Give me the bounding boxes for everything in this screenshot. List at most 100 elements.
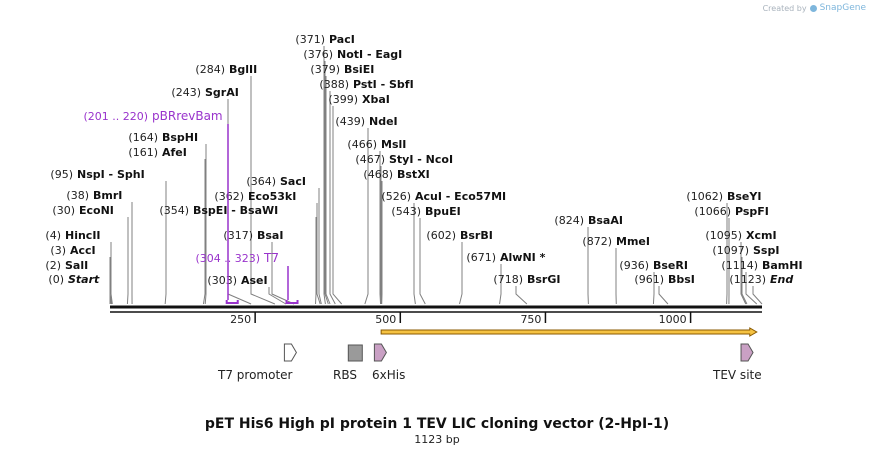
site-position-33: (936)	[619, 259, 649, 272]
primer-bracket-2	[285, 300, 299, 304]
site-line-30	[515, 286, 528, 305]
scale-label-1: 250	[230, 313, 251, 326]
site-line-7	[164, 181, 167, 305]
site-name-2: SalI	[65, 259, 88, 272]
site-position-3: (3)	[50, 244, 66, 257]
site-position-11: (284)	[195, 63, 225, 76]
site-position-8: (161)	[128, 146, 158, 159]
site-name-16: SacI	[280, 175, 306, 188]
site-line-15	[316, 203, 321, 305]
scale-label-4: 1000	[659, 313, 687, 326]
site-name-4: HincII	[65, 229, 101, 242]
site-name-29: AlwNI *	[500, 251, 546, 264]
site-name-32: MmeI	[616, 235, 650, 248]
site-position-30: (718)	[493, 273, 523, 286]
site-name-1: Start	[68, 273, 100, 286]
site-name-25: BstXI	[397, 168, 430, 181]
site-line-27	[419, 218, 426, 305]
site-name-7: NspI - SphI	[77, 168, 145, 181]
feature-arrow-3	[373, 343, 387, 362]
site-name-18: NotI - EagI	[337, 48, 402, 61]
site-name-8: AfeI	[162, 146, 187, 159]
site-position-38: (1097)	[712, 244, 749, 257]
site-name-9: BspHI	[162, 131, 198, 144]
credit-prefix: Created by	[762, 3, 807, 13]
site-position-2: (2)	[45, 259, 61, 272]
site-line-19	[325, 76, 331, 305]
feature-label-1: T7 promoter	[217, 368, 293, 382]
site-position-22: (439)	[335, 115, 365, 128]
site-name-19: BsiEI	[344, 63, 374, 76]
site-name-38: SspI	[753, 244, 779, 257]
site-position-5: (30)	[52, 204, 75, 217]
site-name-35: BseYI	[727, 190, 761, 203]
primer-name-1: pBRrevBam	[152, 109, 223, 123]
site-position-29: (671)	[466, 251, 496, 264]
site-name-33: BseRI	[653, 259, 688, 272]
site-name-36: PspFI	[735, 205, 769, 218]
site-name-14: BspEI - BsaWI	[193, 204, 278, 217]
site-line-4	[110, 242, 113, 305]
site-line-16	[318, 188, 322, 305]
feature-label-4: TEV site	[712, 368, 762, 382]
site-name-27: BpuEI	[425, 205, 461, 218]
site-name-26: AcuI - Eco57MI	[415, 190, 506, 203]
credit-brand: SnapGene	[819, 3, 866, 13]
site-name-39: BamHI	[762, 259, 803, 272]
site-position-36: (1066)	[694, 205, 731, 218]
site-name-6: BmrI	[93, 189, 122, 202]
site-name-13: BsaI	[257, 229, 283, 242]
site-name-21: XbaI	[362, 93, 390, 106]
site-position-27: (543)	[391, 205, 421, 218]
site-line-33	[652, 272, 655, 305]
snapgene-credit: Created by SnapGene	[763, 3, 866, 13]
site-name-30: BsrGI	[527, 273, 560, 286]
site-line-17	[323, 46, 326, 305]
sequence-length: 1123 bp	[414, 433, 460, 446]
site-position-4: (4)	[45, 229, 61, 242]
site-position-1: (0)	[48, 273, 64, 286]
scale-label-2: 500	[375, 313, 396, 326]
site-name-34: BbsI	[668, 273, 695, 286]
site-position-21: (399)	[328, 93, 358, 106]
site-position-9: (164)	[128, 131, 158, 144]
site-line-39	[745, 272, 758, 305]
site-name-20: PstI - SbfI	[353, 78, 414, 91]
site-line-40	[752, 286, 763, 305]
site-position-7: (95)	[50, 168, 73, 181]
site-position-34: (961)	[634, 273, 664, 286]
site-name-3: AccI	[70, 244, 96, 257]
snapgene-logo-icon	[809, 4, 817, 12]
feature-label-2: RBS	[333, 368, 357, 382]
site-line-23	[379, 151, 382, 305]
site-position-35: (1062)	[686, 190, 723, 203]
site-line-9	[204, 144, 207, 305]
site-line-22	[364, 128, 369, 305]
site-line-18	[324, 61, 329, 305]
site-line-20	[329, 91, 336, 305]
site-position-31: (824)	[554, 214, 584, 227]
feature-label-3: 6xHis	[372, 368, 405, 382]
primer-bracket-1	[225, 300, 239, 304]
site-position-28: (602)	[426, 229, 456, 242]
site-position-25: (468)	[363, 168, 393, 181]
site-line-28	[459, 242, 463, 305]
site-line-37	[740, 242, 747, 305]
site-position-20: (388)	[319, 78, 349, 91]
site-name-12: AseI	[241, 274, 268, 287]
site-position-23: (466)	[347, 138, 377, 151]
site-name-40: End	[770, 273, 793, 286]
site-position-18: (376)	[303, 48, 333, 61]
map-title: pET His6 High pI protein 1 TEV LIC cloni…	[204, 416, 670, 432]
site-position-24: (467)	[355, 153, 385, 166]
site-name-5: EcoNI	[79, 204, 114, 217]
site-line-34	[658, 286, 669, 305]
primer-range-1: (201 .. 220)	[83, 110, 148, 123]
site-line-26	[413, 203, 416, 305]
site-line-8	[202, 159, 206, 305]
site-name-22: NdeI	[369, 115, 398, 128]
site-name-23: MslI	[381, 138, 406, 151]
site-name-24: StyI - NcoI	[389, 153, 453, 166]
site-line-12	[268, 287, 287, 305]
